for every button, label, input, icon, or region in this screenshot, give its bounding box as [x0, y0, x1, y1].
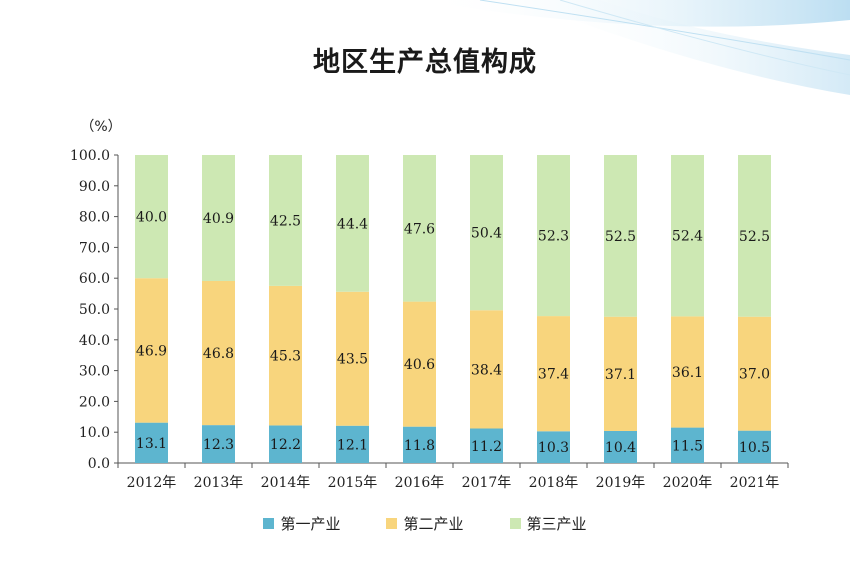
y-tick-label: 100.0: [70, 148, 110, 164]
bar-segment-tertiary: [738, 155, 771, 317]
x-tick-label: 2014年: [261, 475, 311, 491]
bar-segment-primary: [202, 425, 235, 463]
data-label-secondary: 37.1: [605, 367, 636, 383]
y-tick-label: 20.0: [79, 394, 110, 410]
bar-segment-primary: [738, 430, 771, 463]
legend-swatch-secondary: [386, 518, 398, 529]
y-tick-label: 40.0: [79, 333, 110, 349]
bar-segment-secondary: [202, 280, 235, 426]
decorative-swoosh: [420, 0, 850, 95]
y-tick-label: 70.0: [79, 240, 110, 256]
y-tick-label: 30.0: [79, 364, 110, 380]
bar-segment-primary: [604, 430, 637, 463]
legend-item-secondary: 第二产业: [386, 513, 464, 534]
data-label-tertiary: 50.4: [471, 226, 502, 242]
y-tick-label: 60.0: [79, 271, 110, 287]
data-label-tertiary: 52.5: [605, 229, 636, 245]
data-label-primary: 13.1: [136, 436, 167, 452]
y-tick-label: 90.0: [79, 179, 110, 195]
legend-label-tertiary: 第三产业: [526, 515, 587, 533]
bar-segment-tertiary: [671, 155, 704, 317]
y-tick-label: 80.0: [79, 210, 110, 226]
legend-label-primary: 第一产业: [280, 515, 341, 533]
data-label-tertiary: 47.6: [404, 221, 435, 237]
legend: 第一产业 第二产业 第三产业: [0, 513, 850, 534]
bar-segment-primary: [135, 422, 168, 463]
bar-segment-secondary: [671, 316, 704, 428]
bar-segment-tertiary: [336, 155, 369, 292]
data-label-tertiary: 42.5: [270, 213, 301, 229]
bar-segment-secondary: [336, 291, 369, 426]
bar-segment-tertiary: [269, 155, 302, 286]
bar-segment-primary: [470, 428, 503, 463]
legend-item-tertiary: 第三产业: [509, 513, 587, 534]
chart-title: 地区生产总值构成: [313, 47, 537, 78]
data-label-primary: 12.2: [270, 437, 301, 453]
bar-segment-primary: [269, 425, 302, 463]
data-label-tertiary: 40.9: [203, 211, 234, 227]
data-label-secondary: 37.0: [739, 367, 770, 383]
bar-segment-secondary: [470, 310, 503, 429]
bar-segment-secondary: [269, 285, 302, 426]
data-label-primary: 12.3: [203, 437, 234, 453]
data-label-secondary: 36.1: [672, 365, 703, 381]
data-label-primary: 12.1: [337, 437, 368, 453]
x-tick-label: 2016年: [395, 475, 445, 491]
bar-segment-tertiary: [202, 155, 235, 281]
x-tick-label: 2020年: [663, 475, 713, 491]
x-tick-label: 2021年: [730, 475, 780, 491]
legend-label-secondary: 第二产业: [403, 515, 464, 533]
bar-segment-primary: [671, 427, 704, 463]
data-label-secondary: 43.5: [337, 352, 368, 368]
bar-segment-tertiary: [604, 155, 637, 317]
data-label-primary: 11.2: [471, 439, 502, 455]
bar-segment-primary: [336, 425, 369, 463]
data-label-secondary: 45.3: [270, 349, 301, 365]
y-tick-label: 10.0: [79, 425, 110, 441]
data-label-secondary: 40.6: [404, 357, 435, 373]
data-label-secondary: 46.9: [136, 343, 167, 359]
legend-item-primary: 第一产业: [263, 513, 340, 534]
x-tick-label: 2015年: [328, 475, 378, 491]
data-label-tertiary: 52.3: [538, 229, 569, 245]
bar-segment-secondary: [604, 316, 637, 431]
legend-swatch-tertiary: [509, 518, 521, 529]
bar-segment-tertiary: [403, 155, 436, 302]
x-tick-label: 2019年: [596, 475, 646, 491]
bar-segment-tertiary: [470, 155, 503, 311]
data-label-secondary: 37.4: [538, 367, 569, 383]
legend-swatch-primary: [263, 518, 275, 529]
data-label-primary: 11.8: [404, 438, 435, 454]
y-tick-label: 50.0: [79, 302, 110, 318]
data-label-primary: 11.5: [672, 438, 703, 454]
data-label-tertiary: 40.0: [136, 210, 167, 226]
x-tick-label: 2017年: [462, 475, 512, 491]
x-tick-label: 2012年: [127, 475, 177, 491]
y-tick-label: 0.0: [88, 456, 110, 472]
bar-segment-secondary: [135, 278, 168, 423]
data-label-primary: 10.5: [739, 440, 770, 456]
data-label-tertiary: 52.5: [739, 229, 770, 245]
data-label-tertiary: 44.4: [337, 216, 368, 232]
bar-segment-secondary: [537, 316, 570, 432]
y-axis-unit-label: （%）: [80, 119, 121, 135]
data-label-tertiary: 52.4: [672, 229, 703, 245]
bar-segment-tertiary: [135, 155, 168, 279]
x-tick-label: 2018年: [529, 475, 579, 491]
bar-segment-secondary: [403, 301, 436, 427]
bar-segment-secondary: [738, 316, 771, 431]
bar-segment-primary: [537, 431, 570, 463]
data-label-primary: 10.4: [605, 440, 636, 456]
bar-segment-primary: [403, 426, 436, 463]
data-label-secondary: 46.8: [203, 346, 234, 362]
bar-segment-tertiary: [537, 155, 570, 317]
data-label-primary: 10.3: [538, 440, 569, 456]
x-tick-label: 2013年: [194, 475, 244, 491]
data-label-secondary: 38.4: [471, 362, 502, 378]
